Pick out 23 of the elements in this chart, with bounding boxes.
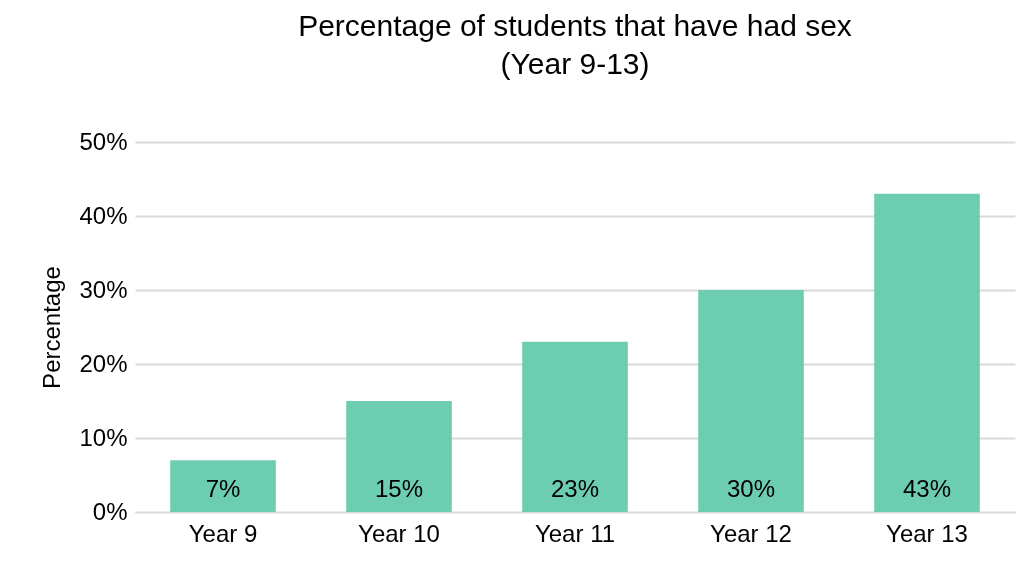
x-tick-label: Year 12 [710, 519, 792, 547]
y-tick-label: 0% [92, 497, 128, 525]
x-tick-label: Year 10 [358, 519, 440, 547]
data-label: 30% [726, 475, 776, 502]
bar [698, 290, 804, 512]
x-tick-label: Year 11 [534, 519, 616, 547]
chart-title: Percentage of students that have had sex (Year 9-13) [298, 9, 852, 80]
data-label: 23% [550, 475, 600, 502]
bar [522, 341, 628, 512]
y-tick-label: 10% [79, 423, 128, 451]
bar [346, 401, 452, 512]
data-label: 43% [902, 475, 952, 502]
bar [170, 460, 276, 512]
y-tick-label: 50% [79, 127, 128, 155]
y-axis-title: Percentage [38, 266, 66, 389]
x-tick-label: Year 9 [188, 519, 258, 547]
y-tick-label: 40% [79, 201, 128, 229]
data-label: 7% [205, 475, 241, 502]
data-label: 15% [374, 475, 424, 502]
y-tick-label: 30% [79, 275, 128, 303]
y-tick-label: 20% [79, 349, 128, 377]
bar [874, 193, 980, 512]
x-tick-label: Year 13 [886, 519, 968, 547]
